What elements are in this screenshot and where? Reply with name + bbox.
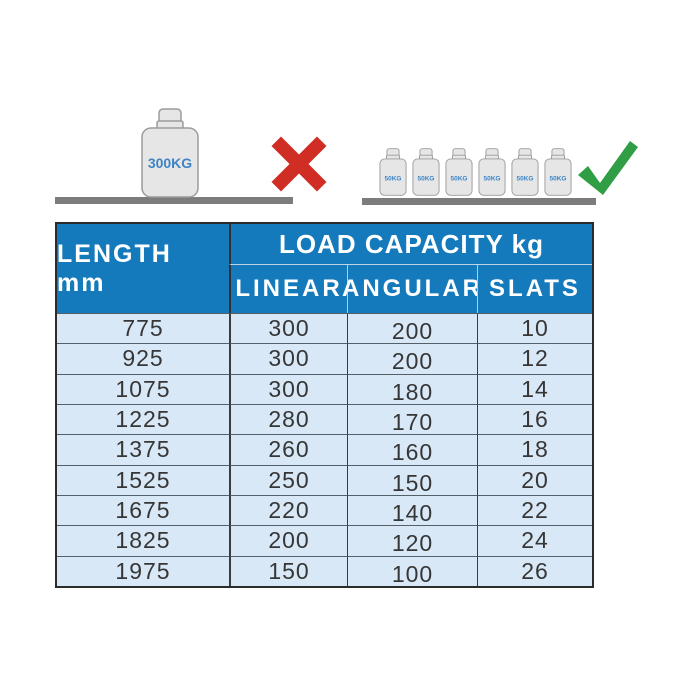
linear-value: 260 — [229, 434, 347, 465]
linear-value: 280 — [229, 404, 347, 435]
angular-value-text: 200 — [391, 318, 434, 345]
slats-value: 22 — [477, 495, 592, 526]
angular-value: 170 — [347, 404, 477, 436]
length-value: 925 — [57, 343, 229, 374]
small-weight-icon: 50KG — [478, 148, 506, 196]
small-weight-label: 50KG — [483, 175, 500, 182]
linear-value: 300 — [229, 373, 347, 404]
linear-value: 150 — [229, 555, 347, 586]
angular-value-text: 120 — [391, 530, 434, 557]
length-value: 1975 — [57, 555, 229, 586]
length-value: 1375 — [57, 434, 229, 465]
linear-value: 250 — [229, 464, 347, 495]
linear-value: 200 — [229, 525, 347, 556]
cross-icon — [271, 136, 327, 192]
small-weight-icon: 50KG — [412, 148, 440, 196]
angular-column-header: ANGULAR — [342, 265, 480, 313]
small-weight-icon: 50KG — [544, 148, 572, 196]
angular-value: 200 — [347, 343, 477, 375]
right-shelf-bar — [362, 198, 596, 205]
angular-value-text: 160 — [391, 439, 434, 466]
small-weight-label: 50KG — [417, 175, 434, 182]
length-value: 775 — [57, 313, 229, 344]
angular-value-text: 140 — [391, 500, 434, 527]
small-weight-label: 50KG — [516, 175, 533, 182]
angular-value: 120 — [347, 525, 477, 557]
length-value: 1225 — [57, 404, 229, 435]
angular-value-text: 170 — [391, 409, 434, 436]
small-weight-icon: 50KG — [379, 148, 407, 196]
load-capacity-table: LENGTH mm LOAD CAPACITY kg LINEAR ANGULA… — [55, 222, 594, 588]
length-value: 1825 — [57, 525, 229, 556]
angular-value: 100 — [347, 555, 477, 587]
angular-value: 160 — [347, 434, 477, 466]
slats-value: 24 — [477, 525, 592, 556]
big-weight-icon: 300KG — [141, 108, 199, 198]
angular-value-text: 150 — [391, 469, 434, 496]
length-value: 1675 — [57, 495, 229, 526]
angular-value: 180 — [347, 373, 477, 405]
slats-value: 26 — [477, 555, 592, 586]
linear-value: 300 — [229, 313, 347, 344]
small-weight-label: 50KG — [384, 175, 401, 182]
big-weight-label: 300KG — [148, 155, 192, 171]
angular-value: 150 — [347, 464, 477, 496]
slats-value: 14 — [477, 373, 592, 404]
check-icon — [578, 141, 638, 195]
length-value: 1075 — [57, 373, 229, 404]
slats-value: 10 — [477, 313, 592, 344]
small-weight-icon: 50KG — [511, 148, 539, 196]
angular-value-text: 180 — [391, 378, 434, 405]
load-capacity-group-header: LOAD CAPACITY kg — [229, 224, 592, 265]
length-column-header: LENGTH mm — [57, 224, 229, 313]
linear-value: 220 — [229, 495, 347, 526]
slats-value: 18 — [477, 434, 592, 465]
angular-value: 140 — [347, 495, 477, 527]
small-weight-label: 50KG — [450, 175, 467, 182]
angular-value-text: 100 — [391, 560, 434, 587]
small-weight-icon: 50KG — [445, 148, 473, 196]
linear-value: 300 — [229, 343, 347, 374]
slats-column-header: SLATS — [477, 265, 592, 313]
slats-value: 20 — [477, 464, 592, 495]
linear-column-header: LINEAR — [229, 265, 347, 313]
left-shelf-bar — [55, 197, 293, 204]
small-weight-label: 50KG — [549, 175, 566, 182]
angular-value-text: 200 — [391, 348, 434, 375]
length-value: 1525 — [57, 464, 229, 495]
angular-value: 200 — [347, 313, 477, 345]
slats-value: 16 — [477, 404, 592, 435]
slats-value: 12 — [477, 343, 592, 374]
